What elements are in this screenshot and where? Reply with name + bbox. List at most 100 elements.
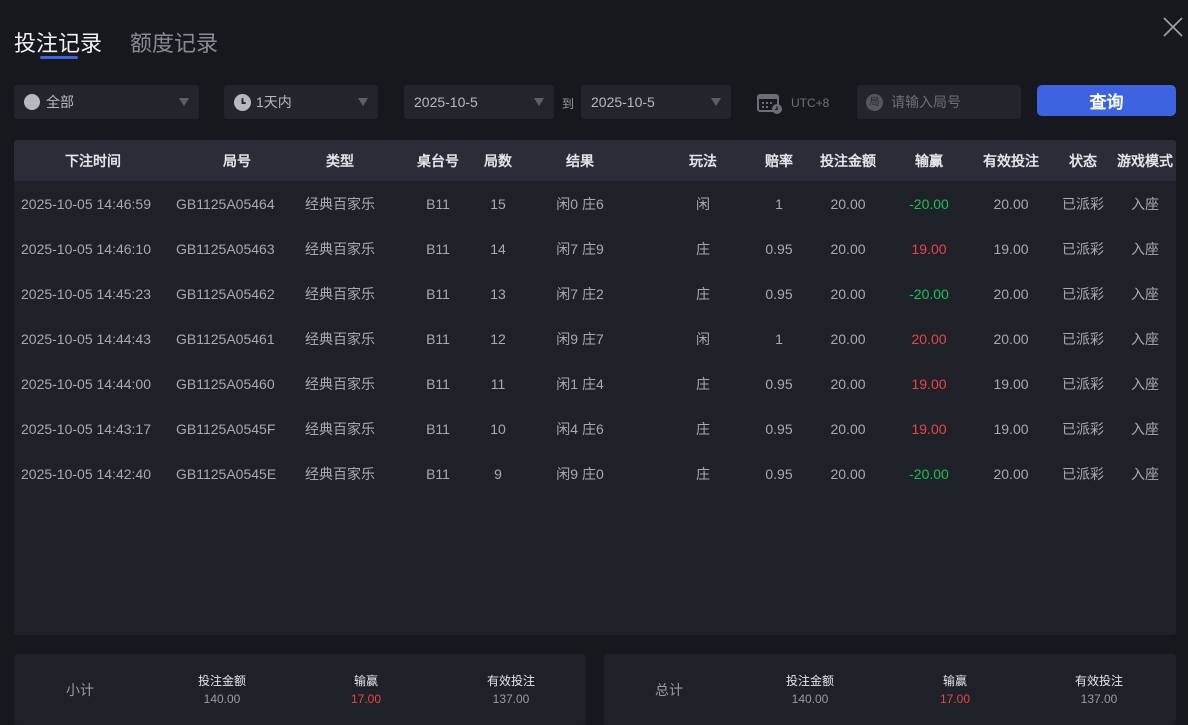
valid-bet-label: 有效投注 [486, 674, 536, 688]
table-row[interactable]: 2025-10-05 14:44:00 GB1125A05460 经典百家乐 B11 1… [14, 361, 1176, 406]
cell-bet-time: 2025-10-05 14:42:40 [21, 465, 151, 482]
cell-bet-type: 庄 [696, 285, 710, 302]
cell-win-loss: -20.00 [909, 465, 949, 482]
cell-round-count: 11 [490, 375, 506, 392]
cell-game-type: 经典百家乐 [305, 465, 375, 482]
cell-game-type: 经典百家乐 [305, 195, 375, 212]
total-label: 总计 [655, 682, 683, 698]
cell-game-mode: 入座 [1131, 195, 1159, 212]
cell-table-no: B11 [426, 420, 450, 437]
cell-win-loss: 19.00 [911, 420, 947, 437]
cell-round-id: GB1125A05464 [176, 195, 275, 212]
cell-result: 闲9 庄0 [556, 465, 604, 482]
cell-status: 已派彩 [1062, 285, 1104, 302]
chevron-down-icon [358, 98, 368, 106]
header-game-type: 类型 [326, 152, 354, 169]
valid-bet-label: 有效投注 [1074, 674, 1124, 688]
cell-status: 已派彩 [1062, 420, 1104, 437]
game-type-value: 全部 [46, 94, 74, 110]
cell-table-no: B11 [426, 285, 450, 302]
game-type-select[interactable]: 全部 [14, 85, 199, 119]
time-range-value: 1天内 [256, 94, 292, 110]
spade-icon [24, 94, 40, 110]
cell-bet-amount: 20.00 [830, 195, 866, 212]
cell-odds: 0.95 [765, 285, 793, 302]
cell-bet-time: 2025-10-05 14:45:23 [21, 285, 151, 302]
cell-win-loss: 20.00 [911, 330, 947, 347]
cell-win-loss: -20.00 [909, 195, 949, 212]
header-status: 状态 [1069, 152, 1097, 169]
cell-table-no: B11 [426, 195, 450, 212]
cell-bet-amount: 20.00 [830, 240, 866, 257]
time-range-select[interactable]: 1天内 [224, 85, 378, 119]
cell-game-mode: 入座 [1131, 330, 1159, 347]
cell-status: 已派彩 [1062, 240, 1104, 257]
cell-round-count: 15 [490, 195, 506, 212]
cell-bet-amount: 20.00 [830, 285, 866, 302]
cell-bet-time: 2025-10-05 14:43:17 [21, 420, 151, 437]
cell-valid-bet: 19.00 [993, 375, 1029, 392]
win-loss-label: 输赢 [353, 674, 379, 688]
cell-game-type: 经典百家乐 [305, 330, 375, 347]
cell-result: 闲7 庄2 [556, 285, 604, 302]
cell-game-mode: 入座 [1131, 465, 1159, 482]
date-to-select[interactable]: 2025-10-5 [581, 85, 731, 119]
bet-amount-value: 140.00 [791, 692, 829, 706]
cell-result: 闲4 庄6 [556, 420, 604, 437]
cell-bet-type: 庄 [696, 465, 710, 482]
close-icon[interactable] [1160, 14, 1186, 40]
table-row[interactable]: 2025-10-05 14:46:59 GB1125A05464 经典百家乐 B11 1… [14, 181, 1176, 226]
cell-game-type: 经典百家乐 [305, 375, 375, 392]
cell-round-id: GB1125A0545F [176, 420, 276, 437]
cell-odds: 0.95 [765, 465, 793, 482]
cell-odds: 0.95 [765, 420, 793, 437]
table-row[interactable]: 2025-10-05 14:45:23 GB1125A05462 经典百家乐 B11 1… [14, 271, 1176, 316]
calendar-clock-icon[interactable] [757, 93, 783, 115]
header-bet-amount: 投注金额 [820, 152, 876, 169]
valid-bet-value: 137.00 [1080, 692, 1118, 706]
query-button[interactable]: 查询 [1037, 85, 1176, 116]
round-icon: 局 [866, 94, 883, 111]
cell-table-no: B11 [426, 240, 450, 257]
header-table-no: 桌台号 [417, 152, 459, 169]
chevron-down-icon [711, 98, 721, 106]
header-round-count: 局数 [484, 152, 512, 169]
table-row[interactable]: 2025-10-05 14:46:10 GB1125A05463 经典百家乐 B11 1… [14, 226, 1176, 271]
cell-round-id: GB1125A05463 [176, 240, 275, 257]
chevron-down-icon [534, 98, 544, 106]
date-to-value: 2025-10-5 [591, 94, 655, 110]
table-row[interactable]: 2025-10-05 14:43:17 GB1125A0545F 经典百家乐 B11 1… [14, 406, 1176, 451]
table-row[interactable]: 2025-10-05 14:42:40 GB1125A0545E 经典百家乐 B11 9… [14, 451, 1176, 496]
tab-credit-records[interactable]: 额度记录 [130, 31, 219, 56]
tab-bet-records[interactable]: 投注记录 [14, 31, 103, 56]
cell-odds: 0.95 [765, 240, 793, 257]
cell-result: 闲9 庄7 [556, 330, 604, 347]
cell-table-no: B11 [426, 330, 450, 347]
win-loss-label: 输赢 [942, 674, 968, 688]
header-round-id: 局号 [223, 152, 251, 169]
cell-bet-amount: 20.00 [830, 375, 866, 392]
cell-round-id: GB1125A05462 [176, 285, 275, 302]
bet-amount-label: 投注金额 [197, 674, 247, 688]
cell-status: 已派彩 [1062, 465, 1104, 482]
cell-game-type: 经典百家乐 [305, 240, 375, 257]
cell-round-count: 10 [490, 420, 506, 437]
cell-round-count: 13 [490, 285, 506, 302]
cell-game-type: 经典百家乐 [305, 420, 375, 437]
table-header: 下注时间 局号 类型 桌台号 局数 结果 玩法 赔率 投注金额 输赢 有效投注 状态 游戏模式 [14, 140, 1176, 181]
cell-result: 闲0 庄6 [556, 195, 604, 212]
cell-game-mode: 入座 [1131, 285, 1159, 302]
header-win-loss: 输赢 [915, 152, 943, 169]
cell-valid-bet: 20.00 [993, 195, 1029, 212]
cell-round-id: GB1125A05460 [176, 375, 275, 392]
clock-icon [234, 93, 251, 111]
win-loss-value: 17.00 [350, 692, 382, 706]
cell-round-count: 14 [490, 240, 506, 257]
table-row[interactable]: 2025-10-05 14:44:43 GB1125A05461 经典百家乐 B11 1… [14, 316, 1176, 361]
cell-result: 闲7 庄9 [556, 240, 604, 257]
date-from-select[interactable]: 2025-10-5 [404, 85, 554, 119]
round-number-input[interactable] [857, 85, 1021, 119]
cell-bet-type: 庄 [696, 375, 710, 392]
cell-valid-bet: 20.00 [993, 330, 1029, 347]
header-bet-time: 下注时间 [65, 152, 121, 169]
